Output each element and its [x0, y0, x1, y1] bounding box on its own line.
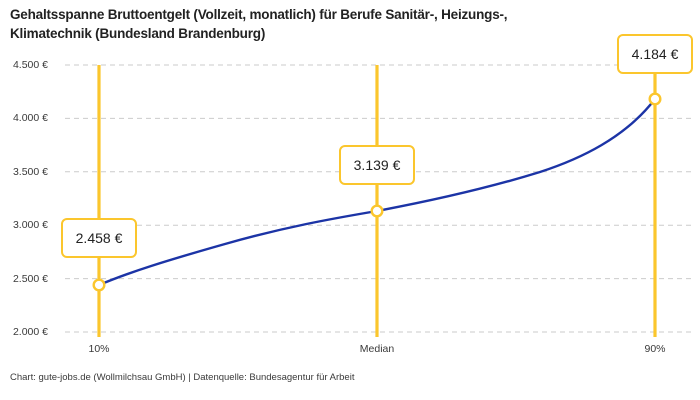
- ytick-2000: 2.000 €: [12, 325, 48, 338]
- data-point-10pct: [92, 278, 106, 292]
- chart-title-line1: Gehaltsspanne Bruttoentgelt (Vollzeit, m…: [10, 7, 508, 22]
- chart-title: Gehaltsspanne Bruttoentgelt (Vollzeit, m…: [10, 5, 630, 43]
- value-label-90pct: 4.184 €: [617, 34, 693, 74]
- chart-source-attribution: Chart: gute-jobs.de (Wollmilchsau GmbH) …: [10, 372, 355, 383]
- xtick-10pct: 10%: [88, 343, 110, 355]
- chart-title-line2: Klimatechnik (Bundesland Brandenburg): [10, 26, 266, 41]
- xtick-90pct: 90%: [644, 343, 666, 355]
- ytick-3000: 3.000 €: [12, 219, 48, 231]
- ytick-4500: 4.500 €: [12, 58, 48, 71]
- data-point-median: [370, 204, 384, 218]
- data-point-90pct: [648, 92, 662, 106]
- value-label-10pct: 2.458 €: [61, 218, 137, 258]
- xtick-median: Median: [359, 343, 395, 355]
- ytick-3500: 3.500 €: [12, 165, 48, 178]
- ytick-4000: 4.000 €: [12, 112, 48, 124]
- value-label-median: 3.139 €: [339, 145, 415, 185]
- ytick-2500: 2.500 €: [12, 272, 48, 285]
